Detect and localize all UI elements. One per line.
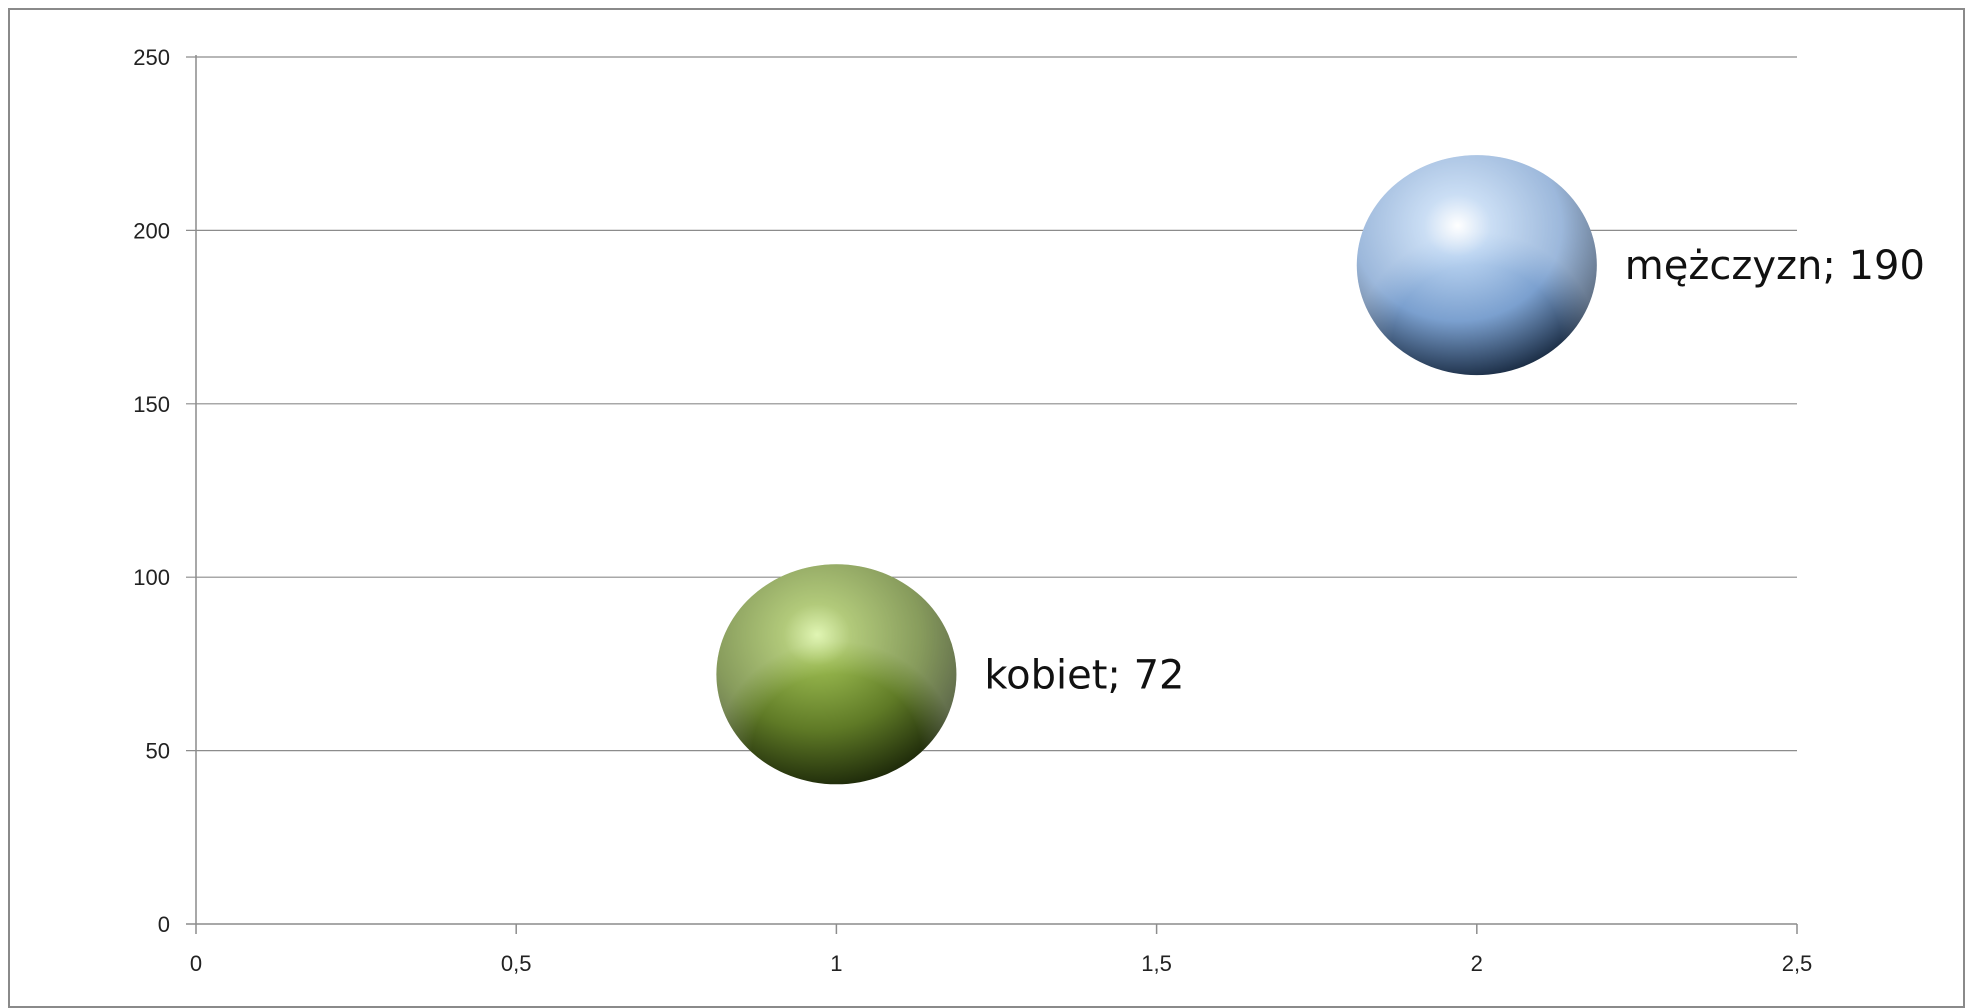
y-axis-tick-labels: 0 50 100 150 200 250 [133, 45, 170, 937]
bubble-highlight [716, 564, 957, 785]
axes [186, 55, 1798, 934]
data-labels: kobiet; 72 mężczyzn; 190 [984, 243, 1925, 698]
y-tick-label: 250 [133, 45, 170, 70]
x-tick-label: 2,5 [1782, 951, 1813, 976]
y-tick-label: 50 [146, 739, 170, 764]
y-tick-label: 100 [133, 565, 170, 590]
x-tick-label: 1 [830, 951, 842, 976]
bubble-highlight [1356, 155, 1597, 376]
gridlines [186, 56, 1797, 752]
x-axis-tick-labels: 0 0,5 1 1,5 2 2,5 [190, 951, 1812, 976]
chart-frame [8, 8, 1965, 1008]
x-tick-label: 0 [190, 951, 202, 976]
data-label: mężczyzn; 190 [1625, 243, 1925, 289]
y-tick-label: 150 [133, 392, 170, 417]
x-tick-label: 1,5 [1141, 951, 1172, 976]
y-tick-label: 0 [158, 912, 170, 937]
data-label: kobiet; 72 [984, 652, 1184, 698]
x-tick-label: 2 [1471, 951, 1483, 976]
bubbles [716, 155, 1597, 785]
bubble-chart: 0 50 100 150 200 250 0 0,5 1 1,5 2 2,5 kobiet; 72 m… [133, 45, 1925, 976]
y-tick-label: 200 [133, 218, 170, 243]
x-tick-label: 0,5 [501, 951, 532, 976]
